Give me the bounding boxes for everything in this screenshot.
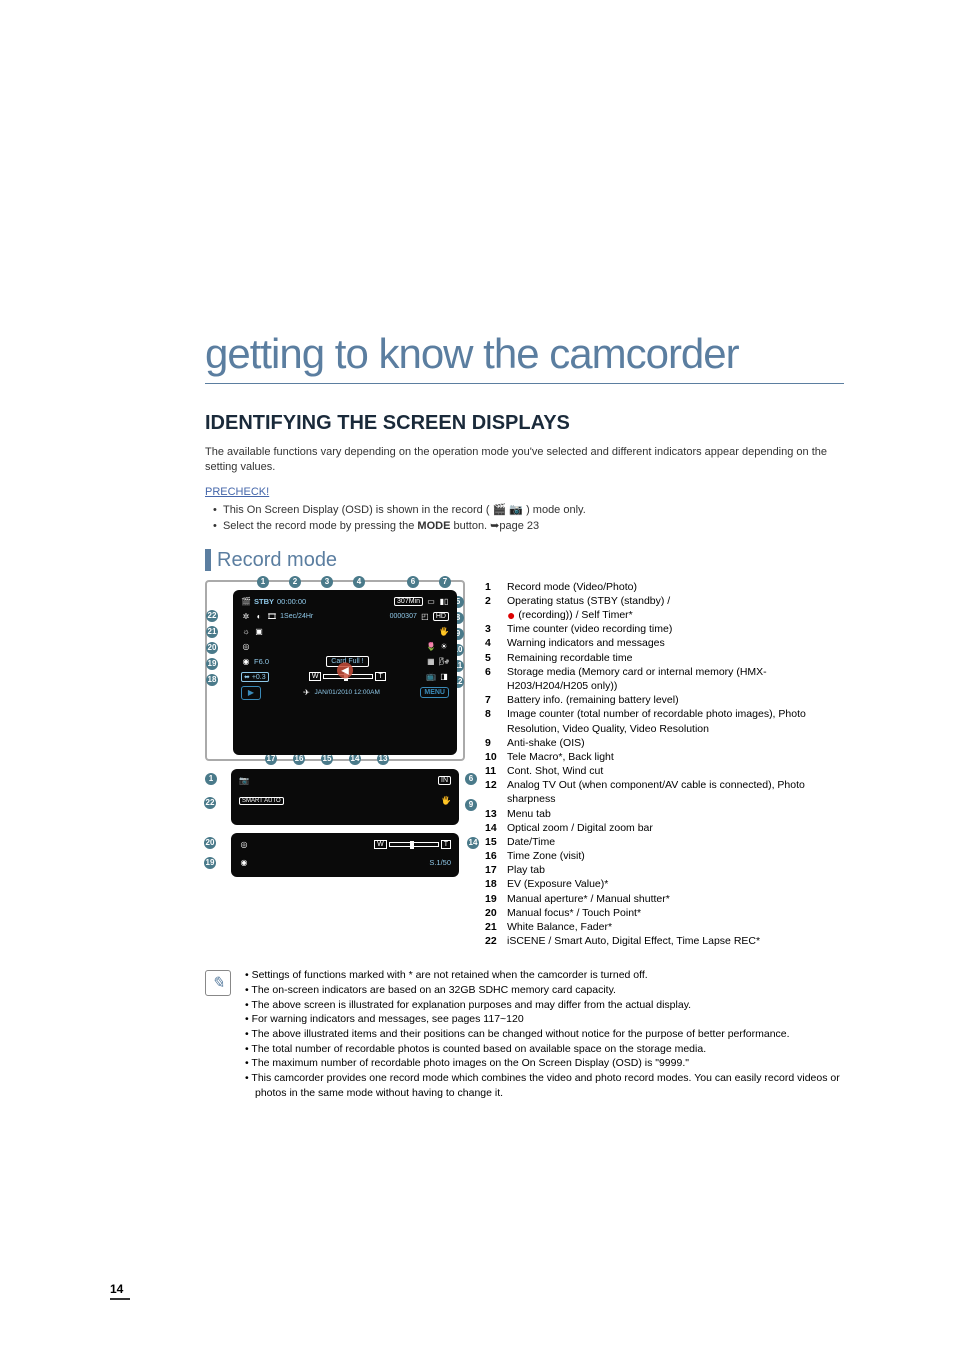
legend-item: 4Warning indicators and messages bbox=[485, 636, 844, 650]
legend-item: 15Date/Time bbox=[485, 835, 844, 849]
ev-value: ⬌ +0.3 bbox=[241, 672, 269, 682]
legend-item: 3Time counter (video recording time) bbox=[485, 622, 844, 636]
scene-icon: ✲ bbox=[241, 612, 251, 622]
precheck-label: PRECHECK! bbox=[205, 486, 844, 498]
aperture-icon: ◉ bbox=[241, 657, 251, 667]
section-desc: The available functions vary depending o… bbox=[205, 445, 844, 476]
battery-icon: ▮▯ bbox=[439, 597, 449, 607]
menu-tab: MENU bbox=[420, 687, 449, 698]
legend-item: 13Menu tab bbox=[485, 807, 844, 821]
note-item: • This camcorder provides one record mod… bbox=[245, 1071, 844, 1100]
note-icon: ✎ bbox=[205, 970, 231, 996]
wb-icon: ☼ bbox=[241, 627, 251, 637]
fader-icon: ▣ bbox=[254, 627, 264, 637]
legend-item: 1Record mode (Video/Photo) bbox=[485, 580, 844, 594]
legend-item: 21White Balance, Fader* bbox=[485, 920, 844, 934]
subsection-title: Record mode bbox=[217, 549, 337, 572]
shutter-icon: ◉ bbox=[239, 858, 249, 868]
play-tab: ▶ bbox=[241, 686, 261, 700]
stby-indicator: STBY bbox=[254, 597, 274, 606]
zoom-bar-small: W T bbox=[374, 840, 451, 849]
lcd-main-screen: 🎬 STBY 00:00:00 307Min ▭ ▮▯ ✲ bbox=[233, 590, 457, 755]
legend-item: 5Remaining recordable time bbox=[485, 651, 844, 665]
chapter-title: getting to know the camcorder bbox=[205, 330, 844, 384]
page-number: 14 bbox=[110, 1282, 130, 1300]
macro-icon: 🌷 bbox=[426, 642, 436, 652]
precheck-item: • This On Screen Display (OSD) is shown … bbox=[205, 502, 844, 519]
res-label: 1Sec/24Hr bbox=[280, 613, 313, 620]
contshot-icon: ▦ bbox=[426, 657, 436, 667]
aperture-value: F6.0 bbox=[254, 657, 269, 666]
legend-list: 1Record mode (Video/Photo)2Operating sta… bbox=[485, 580, 844, 948]
legend-item: 18EV (Exposure Value)* bbox=[485, 877, 844, 891]
focus-icon: ◎ bbox=[241, 642, 251, 652]
windcut-icon: 🌬 bbox=[439, 657, 449, 667]
tvout-icon: 📺 bbox=[426, 672, 436, 682]
time-counter: 00:00:00 bbox=[277, 597, 306, 606]
subsection-header: Record mode bbox=[205, 549, 844, 572]
ois-icon: 🖐 bbox=[441, 796, 451, 806]
tp-icon: ◎ bbox=[239, 840, 249, 850]
legend-item: 20Manual focus* / Touch Point* bbox=[485, 906, 844, 920]
legend-item: 12Analog TV Out (when component/AV cable… bbox=[485, 778, 844, 806]
camera-icon: 📷 bbox=[239, 776, 249, 786]
lcd-manual-screen: ◎ W T ◉ S.1/50 bbox=[231, 833, 459, 877]
legend-item: 7Battery info. (remaining battery level) bbox=[485, 693, 844, 707]
legend-item: 8Image counter (total number of recordab… bbox=[485, 707, 844, 735]
video-icon: 🎬 bbox=[241, 597, 251, 607]
shutter-value: S.1/50 bbox=[429, 858, 451, 867]
legend-item: 6Storage media (Memory card or internal … bbox=[485, 665, 844, 693]
center-marker: ◀ bbox=[337, 663, 353, 679]
legend-item: 2Operating status (STBY (standby) / ● (r… bbox=[485, 594, 844, 622]
note-item: • The above screen is illustrated for ex… bbox=[245, 998, 844, 1013]
note-item: • The on-screen indicators are based on … bbox=[245, 983, 844, 998]
legend-item: 9Anti-shake (OIS) bbox=[485, 736, 844, 750]
section-title: IDENTIFYING THE SCREEN DISPLAYS bbox=[205, 412, 844, 435]
datetime: JAN/01/2010 12:00AM bbox=[314, 689, 379, 696]
remaining-label: 307Min bbox=[394, 597, 423, 606]
legend-item: 11Cont. Shot, Wind cut bbox=[485, 764, 844, 778]
legend-item: 22iSCENE / Smart Auto, Digital Effect, T… bbox=[485, 934, 844, 948]
note-item: • The total number of recordable photos … bbox=[245, 1042, 844, 1057]
img-counter: 0000307 bbox=[390, 613, 417, 620]
sharp-icon: ◨ bbox=[439, 672, 449, 682]
legend-item: 17Play tab bbox=[485, 863, 844, 877]
legend-item: 10Tele Macro*, Back light bbox=[485, 750, 844, 764]
legend-item: 16Time Zone (visit) bbox=[485, 849, 844, 863]
legend-item: 19Manual aperture* / Manual shutter* bbox=[485, 892, 844, 906]
backlight-icon: ☀ bbox=[439, 642, 449, 652]
notes-list: • Settings of functions marked with * ar… bbox=[245, 968, 844, 1100]
note-item: • The above illustrated items and their … bbox=[245, 1027, 844, 1042]
note-item: • For warning indicators and messages, s… bbox=[245, 1012, 844, 1027]
precheck-item: • Select the record mode by pressing the… bbox=[205, 518, 844, 535]
legend-item: 14Optical zoom / Digital zoom bar bbox=[485, 821, 844, 835]
note-item: • The maximum number of recordable photo… bbox=[245, 1056, 844, 1071]
ois-icon: 🖐 bbox=[439, 627, 449, 637]
card-icon: ▭ bbox=[426, 597, 436, 607]
smart-auto-label: SMART AUTO bbox=[239, 797, 284, 805]
note-item: • Settings of functions marked with * ar… bbox=[245, 968, 844, 983]
osd-diagram: 123467 2221201918 589101112 1716151413 🎬… bbox=[205, 580, 465, 948]
lcd-photo-screen: 📷 IN SMART AUTO 🖐 bbox=[231, 769, 459, 825]
